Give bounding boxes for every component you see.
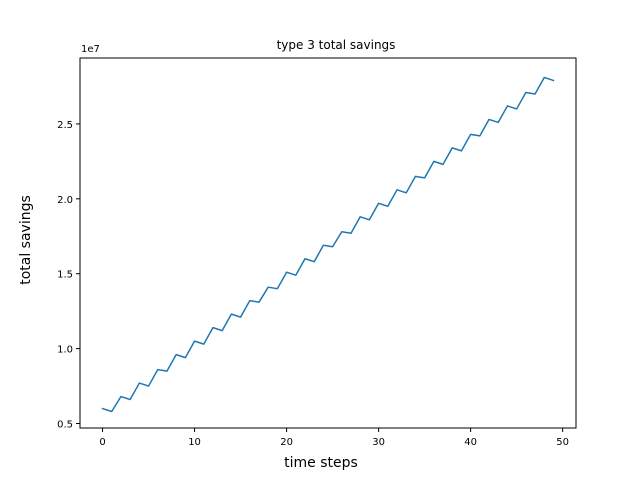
x-tick-label: 20 [280,437,293,448]
y-tick-label: 2.5 [57,120,73,131]
y-tick-label: 1.0 [57,345,73,356]
plot-marks [101,76,555,413]
x-tick-label: 10 [188,437,201,448]
series-line [101,76,555,413]
x-tick-label: 50 [556,437,569,448]
y-axis-label: total savings [18,195,34,285]
x-axis-label: time steps [284,455,358,471]
y-offset-label: 1e7 [81,44,100,55]
x-tick-label: 0 [99,437,105,448]
y-tick-label: 2.0 [57,195,73,206]
plot-frame [79,57,577,429]
y-tick-label: 1.5 [57,270,73,281]
axis-ticks: 0 10 20 30 40 50 0.5 1.0 1.5 2.0 2.5 [57,120,569,448]
y-tick-label: 0.5 [57,420,73,431]
chart-title: type 3 total savings [277,38,396,52]
x-tick-label: 30 [372,437,385,448]
x-tick-label: 40 [464,437,477,448]
